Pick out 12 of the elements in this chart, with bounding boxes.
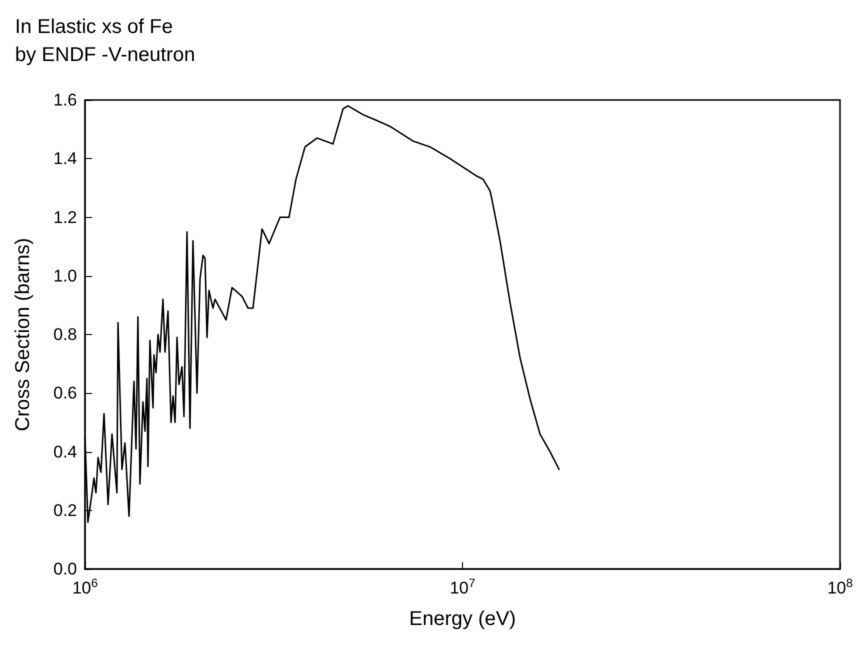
y-axis-title: Cross Section (barns) [12, 238, 34, 432]
y-tick-label: 0.2 [53, 500, 77, 520]
y-tick-label: 1.2 [53, 208, 77, 227]
y-tick-label: 1.0 [53, 266, 77, 286]
x-axis-title: Energy (eV) [409, 608, 516, 630]
y-tick-label: 0.0 [53, 560, 77, 578]
y-tick-label: 0.4 [53, 442, 77, 462]
y-tick-label: 0.8 [53, 325, 77, 344]
chart-title: In Elastic xs of Fe by ENDF -V-neutron [15, 16, 196, 66]
y-tick-label: 0.6 [53, 384, 77, 403]
y-tick-label: 1.6 [53, 90, 77, 110]
y-tick-label: 1.4 [53, 149, 77, 168]
